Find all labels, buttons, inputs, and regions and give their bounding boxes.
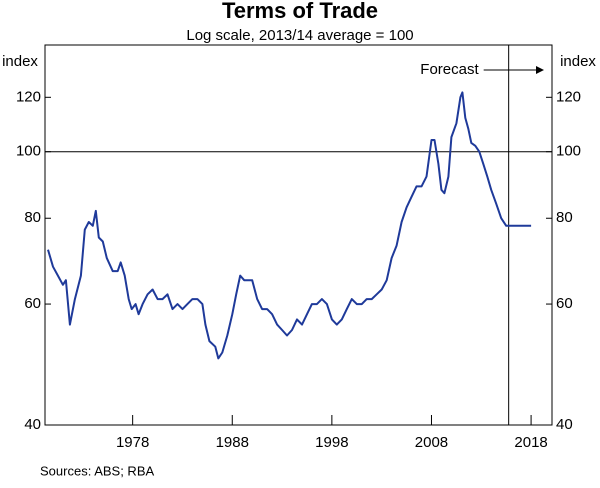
y-axis-label-left: index [2, 53, 38, 70]
y-tick-label-right: 80 [556, 209, 573, 226]
forecast-label: Forecast [420, 61, 479, 78]
y-tick-label: 60 [24, 295, 41, 312]
source-note: Sources: ABS; RBA [40, 463, 154, 478]
chart-subtitle: Log scale, 2013/14 average = 100 [186, 27, 413, 44]
y-tick-label-right: 40 [556, 416, 573, 433]
y-tick-label: 40 [24, 416, 41, 433]
y-axis-label-right: index [560, 53, 596, 70]
x-tick-label: 1988 [216, 434, 249, 451]
y-tick-label-right: 100 [556, 143, 581, 160]
data-line [47, 91, 532, 360]
plot-frame [44, 44, 553, 426]
y-tick-label-right: 60 [556, 295, 573, 312]
forecast-arrowhead [536, 66, 544, 74]
y-tick-label-right: 120 [556, 88, 581, 105]
y-tick-label: 100 [16, 143, 41, 160]
x-tick-label: 1998 [315, 434, 348, 451]
x-tick-label: 2008 [415, 434, 448, 451]
x-tick-label: 2018 [514, 434, 547, 451]
y-tick-label: 80 [24, 209, 41, 226]
chart-title: Terms of Trade [222, 0, 378, 23]
y-tick-label: 120 [16, 88, 41, 105]
x-tick-label: 1978 [116, 434, 149, 451]
